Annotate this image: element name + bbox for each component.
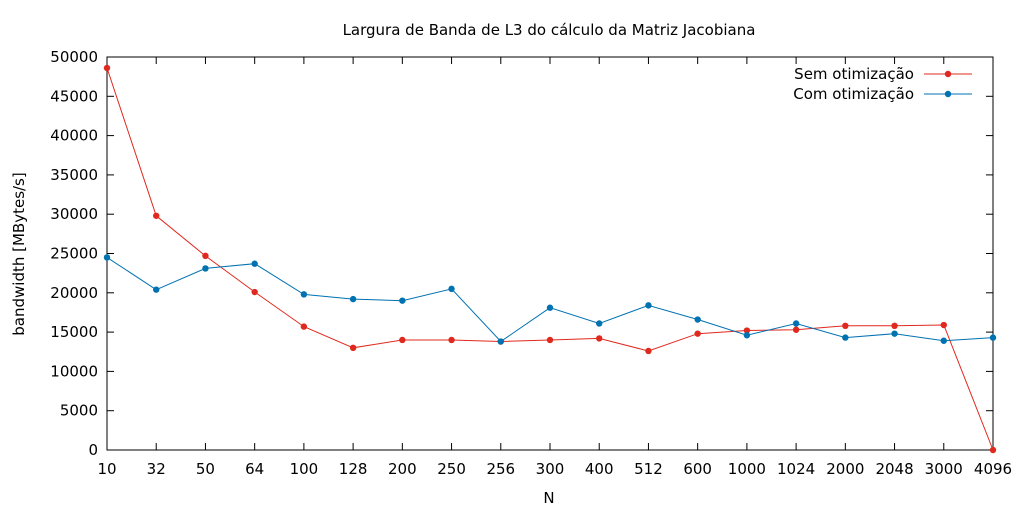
- data-point: [694, 330, 701, 337]
- x-tick-label: 32: [147, 460, 166, 478]
- data-point: [399, 297, 406, 304]
- legend-swatch-point: [944, 90, 952, 98]
- x-tick-label: 1024: [777, 460, 815, 478]
- data-point: [546, 304, 554, 311]
- y-tick-label: 10000: [50, 362, 98, 380]
- legend-label: Com otimização: [793, 85, 914, 103]
- x-tick-label: 50: [196, 460, 215, 478]
- x-tick-label: 10: [97, 460, 116, 478]
- y-tick-label: 20000: [50, 284, 98, 302]
- data-point: [842, 334, 849, 341]
- legend: Sem otimização Com otimização: [793, 65, 972, 103]
- x-tick-label: 400: [585, 460, 614, 478]
- data-point: [596, 320, 603, 327]
- data-point: [300, 323, 308, 330]
- x-tick-label: 600: [683, 460, 712, 478]
- data-point: [891, 322, 898, 330]
- y-tick-label: 50000: [50, 48, 98, 66]
- x-axis-title: N: [543, 489, 554, 507]
- series-sem-otimizacao: [103, 64, 997, 454]
- y-tick-label: 25000: [50, 245, 98, 263]
- x-tick-label: 512: [634, 460, 663, 478]
- plot-frame: [106, 56, 994, 451]
- data-point: [694, 316, 701, 323]
- series-layer: [103, 64, 997, 454]
- chart-title: Largura de Banda de L3 do cálculo da Mat…: [343, 21, 756, 39]
- data-point: [645, 302, 652, 309]
- data-point: [103, 64, 111, 72]
- data-point: [300, 291, 308, 298]
- data-point: [103, 254, 111, 261]
- x-tick-label: 128: [339, 460, 368, 478]
- data-point: [989, 334, 997, 341]
- data-point: [251, 260, 258, 267]
- data-point: [596, 335, 603, 342]
- y-tick-label: 0: [88, 441, 98, 459]
- data-point: [202, 265, 209, 272]
- data-point: [349, 295, 357, 303]
- x-tick-label: 3000: [925, 460, 963, 478]
- data-point: [842, 322, 849, 330]
- data-point: [153, 212, 160, 219]
- data-point: [399, 336, 406, 344]
- data-point: [792, 320, 800, 327]
- y-tick-label: 45000: [50, 87, 98, 105]
- x-tick-label: 100: [290, 460, 319, 478]
- x-tick-label: 1000: [728, 460, 766, 478]
- data-point: [202, 252, 209, 260]
- y-tick-label: 40000: [50, 127, 98, 145]
- y-axis: 0 5000 10000 15000 20000 25000 30000 35000 40000…: [50, 48, 993, 459]
- y-axis-title: bandwidth [MBytes/s]: [10, 172, 28, 335]
- y-tick-label: 5000: [60, 402, 98, 420]
- data-point: [743, 332, 751, 339]
- data-point: [989, 446, 997, 454]
- series-line: [106, 67, 994, 451]
- x-tick-label: 250: [437, 460, 466, 478]
- data-point: [251, 288, 258, 296]
- x-tick-label: 256: [486, 460, 515, 478]
- data-point: [940, 321, 947, 329]
- data-point: [448, 336, 455, 344]
- x-tick-label: 2000: [826, 460, 864, 478]
- data-point: [743, 327, 751, 334]
- data-point: [940, 337, 947, 344]
- data-point: [497, 338, 504, 345]
- x-tick-label: 4096: [974, 460, 1012, 478]
- legend-swatch-point: [944, 70, 952, 78]
- data-point: [349, 344, 357, 352]
- data-point: [891, 330, 898, 337]
- data-point: [645, 347, 652, 355]
- x-axis: 10 32 50 64 100 128 200 250 256 300 400 512 600 1000 1…: [97, 57, 1012, 478]
- data-point: [448, 285, 455, 293]
- x-tick-label: 200: [388, 460, 417, 478]
- x-tick-label: 300: [536, 460, 565, 478]
- data-point: [792, 326, 800, 333]
- x-tick-label: 2048: [875, 460, 913, 478]
- data-point: [546, 336, 554, 344]
- y-tick-label: 15000: [50, 323, 98, 341]
- series-com-otimizacao: [103, 254, 997, 345]
- legend-label: Sem otimização: [794, 65, 914, 83]
- data-point: [153, 286, 160, 293]
- y-tick-label: 30000: [50, 205, 98, 223]
- y-tick-label: 35000: [50, 166, 98, 184]
- x-tick-label: 64: [245, 460, 264, 478]
- series-line: [106, 256, 994, 343]
